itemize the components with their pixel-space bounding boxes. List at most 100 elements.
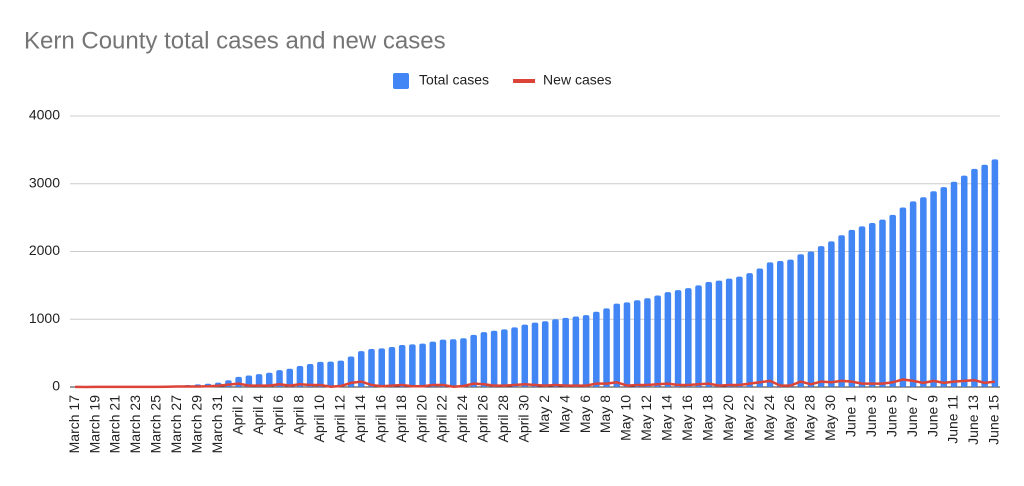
x-tick-label: April 14 [352,395,368,443]
bar [899,207,907,387]
chart-title: Kern County total cases and new cases [24,27,446,54]
bar [930,191,937,387]
bar [388,347,396,387]
x-tick-label: June 9 [924,395,940,437]
x-tick-label: March 25 [148,395,164,454]
bar [501,329,508,387]
bar [664,292,672,387]
bar [398,344,406,387]
bar [306,363,314,387]
bar [868,223,876,387]
bar [562,317,569,387]
x-tick-label: June 11 [945,395,961,444]
bar [766,262,774,387]
bar [889,214,896,387]
bar [409,344,416,387]
x-tick-label: April 6 [270,395,286,435]
x-tick-label: May 4 [556,395,572,433]
bar [960,175,968,387]
bar [429,341,437,387]
bar [848,229,856,387]
x-tick-label: May 14 [659,395,675,441]
bar [552,319,559,387]
bar [644,298,651,387]
y-tick-label: 0 [52,378,60,394]
x-tick-label: March 31 [209,395,225,454]
bar [593,311,600,387]
bar [603,308,610,387]
bar [674,290,682,387]
bar [357,351,365,387]
bar [255,374,263,387]
bar [746,273,753,387]
x-tick-label: April 8 [291,395,307,435]
bar [685,288,692,387]
x-tick-label: April 28 [495,395,511,443]
bar [838,235,845,387]
y-tick-label: 1000 [29,310,60,326]
bar [715,280,723,387]
x-tick-label: May 10 [618,395,634,441]
bar [347,356,355,387]
bar [797,254,804,387]
x-tick-label: May 30 [822,395,838,441]
bar [756,268,764,387]
x-tick-label: June 3 [863,395,879,437]
x-tick-label: April 26 [475,395,491,443]
x-tick-label: March 19 [86,395,102,454]
bar [521,324,529,387]
x-tick-label: June 1 [843,395,859,437]
bar [705,281,713,387]
x-tick-label: May 2 [536,395,552,433]
x-tick-label: April 10 [311,395,327,443]
x-tick-label: March 23 [127,395,143,454]
bar [879,219,886,387]
x-tick-label: April 22 [434,395,450,443]
x-tick-label: May 18 [699,395,715,441]
x-tick-label: March 21 [107,395,123,454]
x-tick-label: April 16 [372,395,388,443]
bar [920,197,927,387]
bar [623,302,631,387]
bar [327,361,334,387]
line [75,378,996,389]
bar [419,343,426,387]
x-tick-label: May 28 [802,395,818,441]
bar [480,332,488,387]
bar [971,168,978,387]
bar [235,376,242,387]
x-tick-label: June 15 [986,395,1002,445]
bar [654,295,661,387]
bar [858,226,866,387]
legend-label: Total cases [419,72,489,88]
x-tick-label: March 27 [168,395,184,454]
bar [470,334,477,387]
legend-swatch [393,73,409,89]
bar [787,259,794,387]
x-tick-label: March 29 [188,395,204,454]
bar [337,360,345,387]
bar [449,339,457,387]
y-tick-label: 2000 [29,242,60,258]
bar [368,349,375,387]
bar [582,315,590,387]
bar [736,276,743,387]
bar [460,338,467,387]
bar [613,303,621,387]
x-tick-label: April 24 [454,395,470,443]
x-tick-label: May 20 [720,395,736,441]
bar [991,159,999,387]
x-tick-label: June 7 [904,395,920,437]
bar [541,321,549,387]
x-tick-label: April 18 [393,395,409,443]
bar [909,201,917,387]
y-tick-label: 4000 [29,107,60,123]
bar [981,164,988,387]
x-tick-label: June 5 [883,395,899,437]
bar [439,339,447,387]
legend-label: New cases [543,72,611,88]
bar [725,278,733,387]
bar [572,316,580,387]
bar [511,327,518,387]
x-tick-label: May 8 [597,395,613,433]
